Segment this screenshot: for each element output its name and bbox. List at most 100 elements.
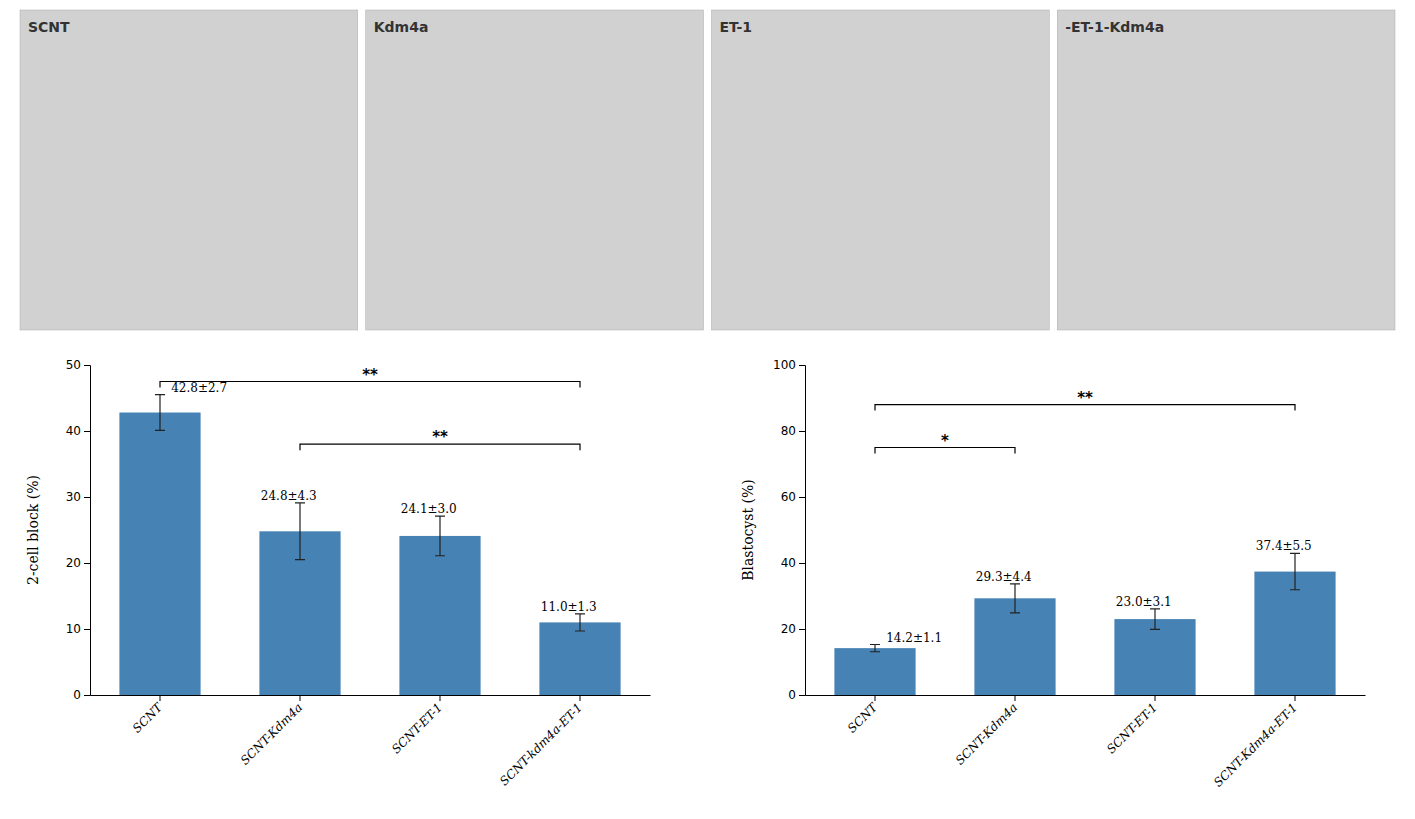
tick-mark	[84, 629, 90, 630]
tick-mark	[799, 497, 805, 498]
tick-label: 20	[781, 622, 796, 636]
tick-label: 60	[781, 490, 796, 504]
axis-line	[806, 695, 1366, 696]
tick-mark	[799, 563, 805, 564]
tick-mark	[875, 695, 876, 701]
x-tick: SCNT-kdm4a-ET-1	[497, 695, 585, 788]
y-tick: 60	[781, 490, 805, 504]
tick-label: SCNT-kdm4a-ET-1	[497, 700, 585, 788]
y-tick: 30	[66, 490, 90, 504]
tick-mark	[799, 629, 805, 630]
error-bar	[295, 503, 305, 560]
tick-label: SCNT-Kdm4a-ET-1	[1211, 700, 1300, 789]
bar-chart: 01020304050SCNTSCNT-Kdm4aSCNT-ET-1SCNT-k…	[25, 358, 651, 788]
data-label: 23.0±3.1	[1116, 595, 1172, 609]
image-panel-group: Kdm4a	[366, 10, 704, 330]
error-bar	[155, 395, 165, 431]
y-tick: 100	[773, 358, 805, 372]
x-tick: SCNT-Kdm4a	[238, 695, 305, 768]
y-axis: 01020304050	[66, 358, 91, 702]
error-bar	[435, 516, 445, 556]
image-panel-group: -ET-1-Kdm4a	[1057, 10, 1395, 330]
tick-mark	[440, 695, 441, 701]
data-label: 24.1±3.0	[401, 502, 457, 516]
data-labels: 14.2±1.129.3±4.423.0±3.137.4±5.5	[886, 539, 1311, 644]
tick-mark	[580, 695, 581, 701]
data-labels: 42.8±2.724.8±4.324.1±3.011.0±1.3	[171, 381, 596, 614]
image-panel	[20, 10, 358, 330]
x-tick: SCNT-Kdm4a-ET-1	[1211, 695, 1300, 790]
tick-label: 40	[781, 556, 796, 570]
y-tick: 10	[66, 622, 90, 636]
y-tick: 50	[66, 358, 90, 372]
data-label: 24.8±4.3	[261, 489, 317, 503]
image-label: SCNT	[28, 19, 70, 35]
error-bar	[1010, 584, 1020, 613]
data-label: 11.0±1.3	[541, 600, 597, 614]
tick-label: SCNT-Kdm4a	[238, 700, 305, 767]
plot-area	[834, 553, 1335, 695]
tick-mark	[84, 497, 90, 498]
bar	[1114, 619, 1195, 695]
tick-mark	[799, 431, 805, 432]
tick-label: 80	[781, 424, 796, 438]
tick-mark	[1295, 695, 1296, 701]
bar	[834, 648, 915, 695]
data-label: 14.2±1.1	[886, 631, 942, 645]
tick-label: 100	[773, 358, 796, 372]
axis-title: 2-cell block (%)	[25, 475, 41, 585]
bar-chart: 0 20 40 60 80 100 SCNT SCNT-Kdm4a SCNT-ET-1 SCNT-…	[740, 358, 1366, 789]
tick-mark	[1155, 695, 1156, 701]
tick-mark	[84, 365, 90, 366]
x-tick: SCNT	[130, 695, 166, 736]
tick-label: SCNT-ET-1	[389, 700, 445, 756]
tick-label: 20	[66, 556, 81, 570]
error-bar	[1290, 553, 1300, 589]
significance-label: **	[362, 366, 378, 384]
x-axis: SCNT SCNT-Kdm4a SCNT-ET-1 SCNT-Kdm4a-ET-1	[806, 695, 1366, 790]
image-panel-group: SCNT	[20, 10, 358, 330]
axis-line	[84, 366, 91, 696]
y-tick: 20	[66, 556, 90, 570]
image-panel-group: ET-1	[712, 10, 1050, 330]
image-panel	[1057, 10, 1395, 330]
tick-mark	[1015, 695, 1016, 701]
error-bar	[870, 645, 880, 652]
figure: SCNTKdm4aET-1-ET-1-Kdm4a01020304050SCNTS…	[0, 0, 1415, 819]
axis-title: Blastocyst (%)	[740, 479, 756, 581]
tick-label: 0	[788, 688, 796, 702]
x-tick: SCNT-ET-1	[1104, 695, 1160, 756]
x-tick: SCNT-Kdm4a	[953, 695, 1020, 768]
tick-label: SCNT-Kdm4a	[953, 700, 1020, 767]
brackets: ** **	[160, 366, 580, 451]
y-tick: 0	[788, 688, 805, 702]
x-tick: SCNT	[845, 695, 881, 736]
tick-mark	[799, 695, 805, 696]
data-label: 37.4±5.5	[1256, 539, 1312, 553]
y-tick: 0	[73, 688, 90, 702]
plot-area	[119, 395, 620, 695]
tick-label: SCNT	[845, 700, 881, 736]
image-panel	[366, 10, 704, 330]
y-axis: 0 20 40 60 80 100	[773, 358, 805, 702]
error-bar	[575, 614, 585, 631]
image-label: ET-1	[720, 19, 753, 35]
axis-line	[91, 695, 651, 696]
tick-mark	[84, 695, 90, 696]
tick-mark	[160, 695, 161, 701]
y-tick: 20	[781, 622, 805, 636]
bar	[119, 413, 200, 695]
y-tick: 40	[781, 556, 805, 570]
significance-label: **	[1077, 389, 1093, 407]
significance-label: *	[941, 432, 949, 450]
tick-mark	[300, 695, 301, 701]
significance-label: **	[432, 428, 448, 446]
tick-mark	[799, 365, 805, 366]
y-tick: 80	[781, 424, 805, 438]
x-tick: SCNT-ET-1	[389, 695, 445, 756]
tick-mark	[84, 431, 90, 432]
image-label: -ET-1-Kdm4a	[1065, 19, 1164, 35]
tick-label: 30	[66, 490, 81, 504]
image-label: Kdm4a	[374, 19, 429, 35]
image-panel	[712, 10, 1050, 330]
